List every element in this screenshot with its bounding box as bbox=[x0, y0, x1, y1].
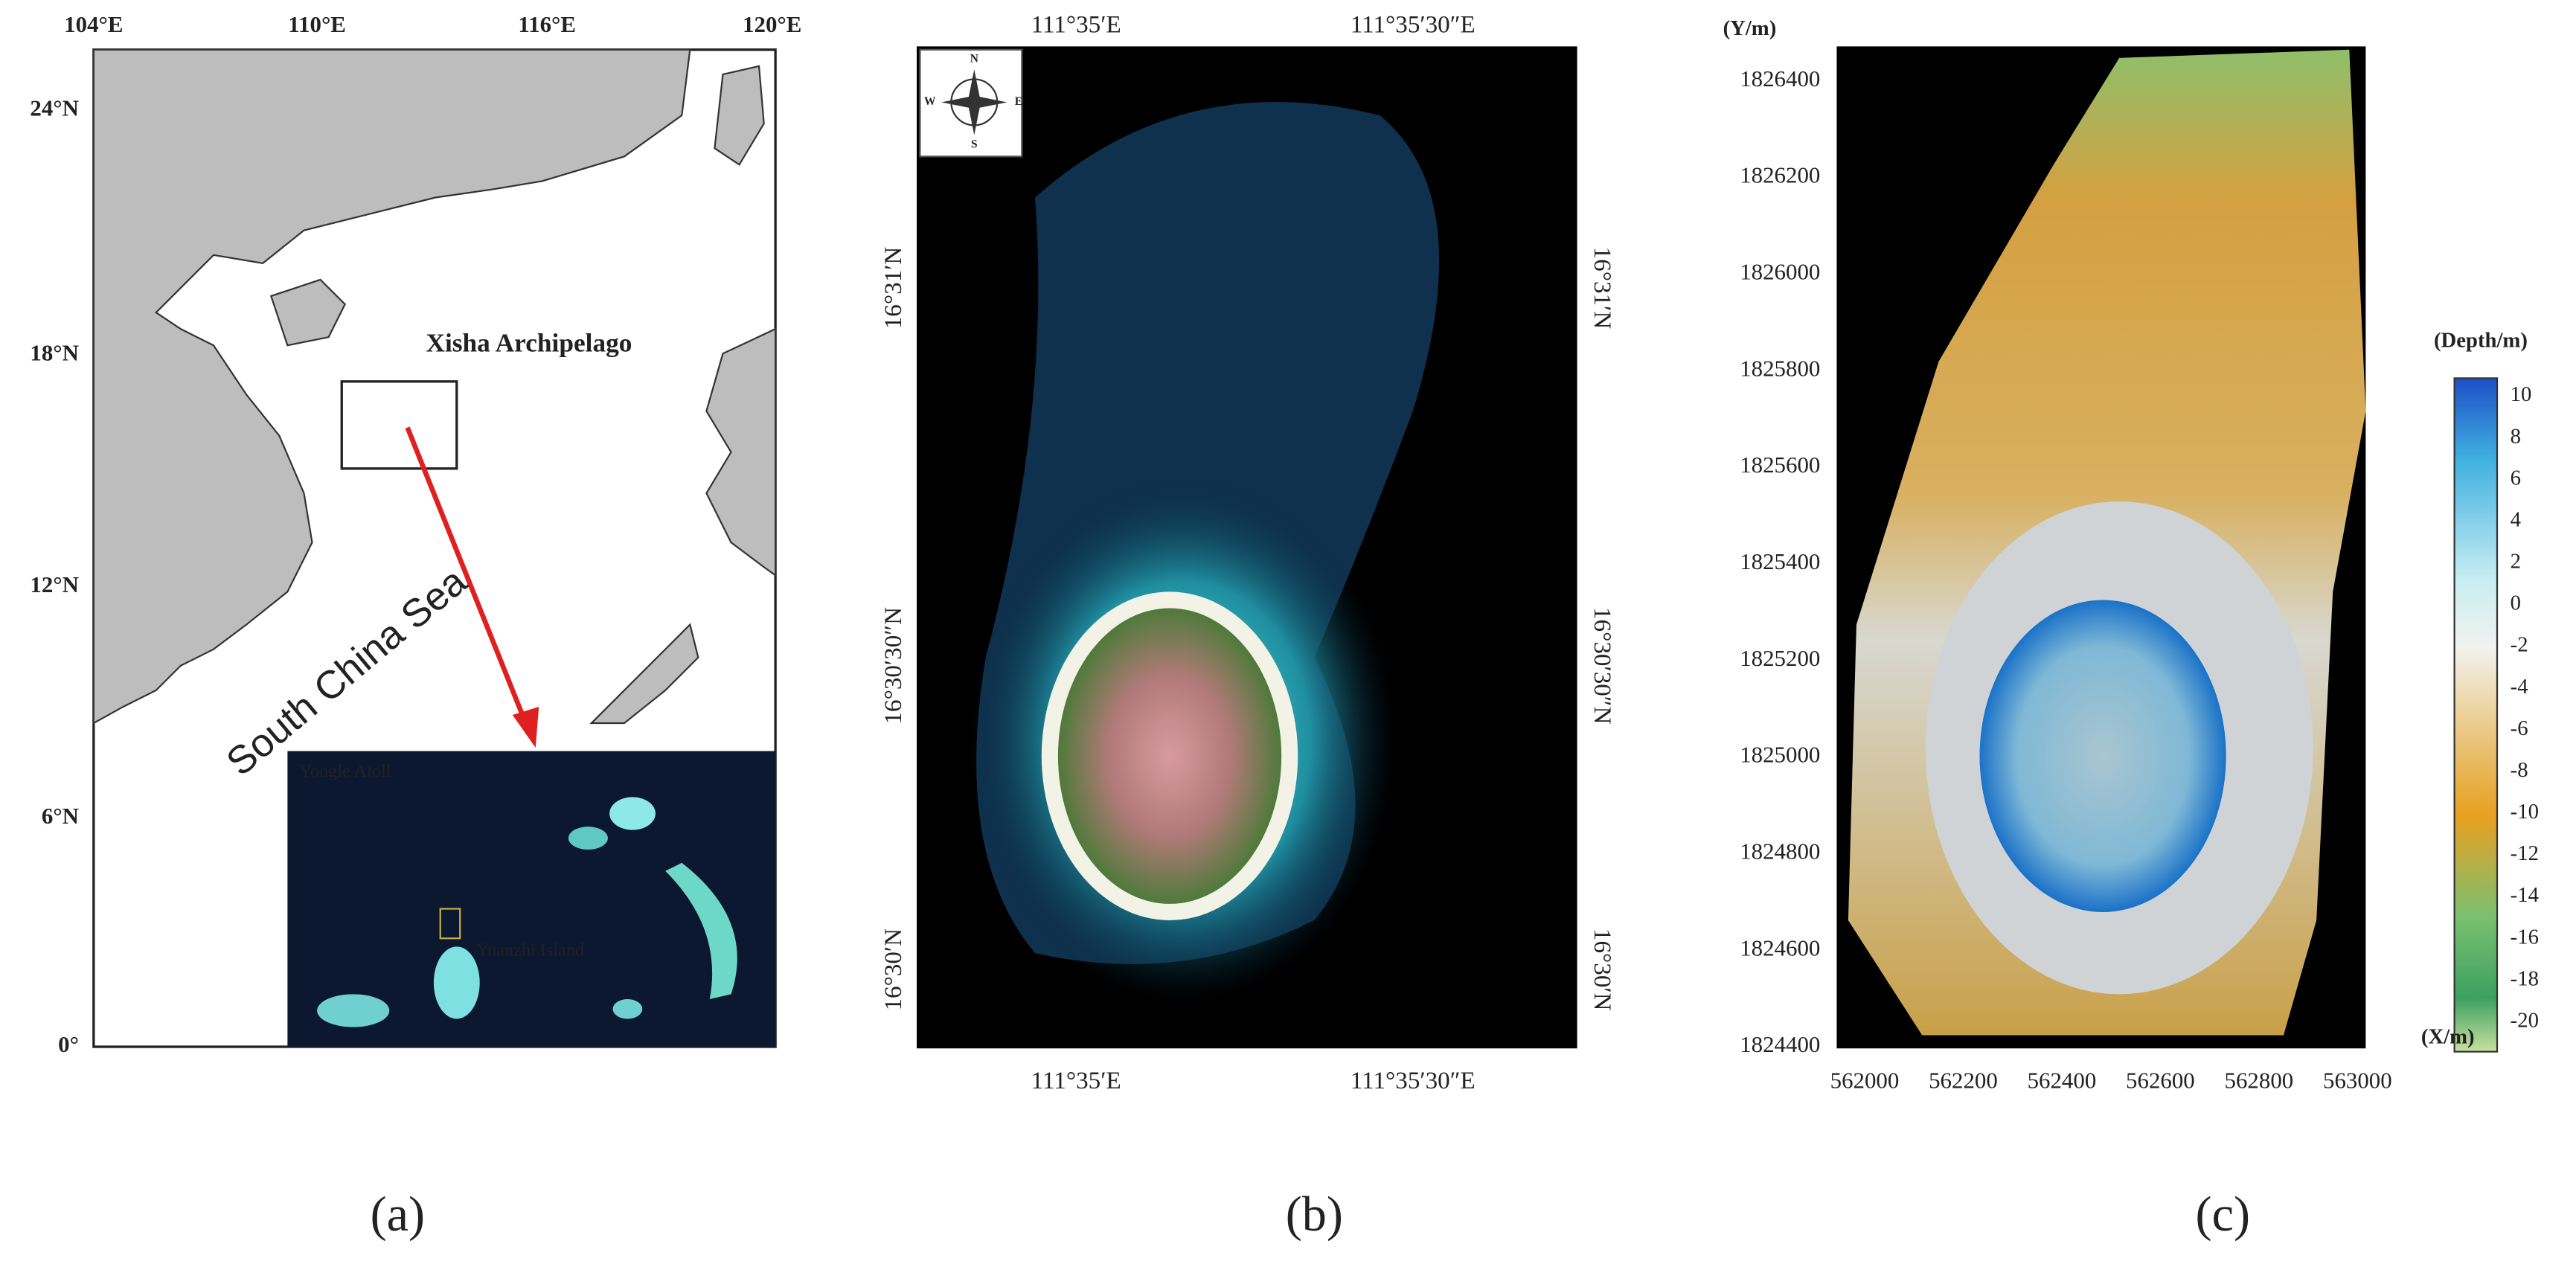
colorbar-tick: -2 bbox=[2511, 633, 2528, 657]
compass-label: S bbox=[971, 138, 978, 150]
panel-label: (a) bbox=[371, 1187, 426, 1242]
x-tick-label: 562400 bbox=[2028, 1068, 2097, 1094]
colorbar-title: (Depth/m) bbox=[2434, 328, 2528, 352]
lon-tick: 111°35′30″E bbox=[1351, 10, 1476, 38]
x-tick-label: 562800 bbox=[2225, 1068, 2294, 1094]
colorbar-tick: -18 bbox=[2511, 966, 2539, 990]
lat-tick: 18°N bbox=[30, 340, 79, 366]
place-label: Xisha Archipelago bbox=[426, 328, 632, 357]
x-tick-label: 562600 bbox=[2126, 1068, 2195, 1094]
y-tick-label: 1824400 bbox=[1740, 1031, 1820, 1057]
colorbar-tick: 0 bbox=[2511, 591, 2521, 615]
inset-label: Yuanzhi Island bbox=[476, 940, 584, 960]
lat-tick: 12°N bbox=[30, 571, 79, 597]
x-tick-label: 562000 bbox=[1830, 1068, 1900, 1094]
y-tick-label: 1825800 bbox=[1740, 355, 1820, 381]
colorbar-tick: -20 bbox=[2511, 1008, 2539, 1032]
compass-label: W bbox=[924, 95, 936, 108]
lon-tick: 111°35′E bbox=[1031, 10, 1121, 38]
lat-tick: 16°30′N bbox=[880, 928, 907, 1011]
lon-tick: 116°E bbox=[518, 11, 576, 37]
colorbar-tick: -4 bbox=[2511, 675, 2528, 699]
panel-label: (c) bbox=[2196, 1187, 2251, 1242]
compass-label: N bbox=[970, 53, 978, 65]
lat-tick: 16°31′N bbox=[880, 247, 907, 330]
lat-tick: 0° bbox=[58, 1031, 79, 1057]
colorbar-tick: 2 bbox=[2511, 550, 2521, 574]
colorbar-tick: 6 bbox=[2511, 466, 2521, 490]
colorbar-tick: 10 bbox=[2511, 382, 2532, 406]
colorbar-tick: 4 bbox=[2511, 508, 2521, 532]
x-tick-label: 562200 bbox=[1929, 1068, 1998, 1094]
lon-tick: 111°35′30″E bbox=[1351, 1067, 1476, 1094]
colorbar-tick: -6 bbox=[2511, 716, 2528, 740]
axis-label: (X/m) bbox=[2421, 1025, 2475, 1049]
lat-tick: 16°30′30″N bbox=[880, 607, 907, 725]
lon-tick: 120°E bbox=[743, 11, 801, 37]
y-tick-label: 1825400 bbox=[1740, 548, 1820, 574]
lat-tick: 16°30′N bbox=[1589, 928, 1616, 1011]
y-tick-label: 1826200 bbox=[1740, 162, 1820, 188]
lon-tick: 110°E bbox=[288, 11, 346, 37]
colorbar-tick: 8 bbox=[2511, 424, 2521, 448]
panel-b-satellite bbox=[917, 46, 1577, 1049]
y-tick-label: 1824800 bbox=[1740, 838, 1820, 864]
colorbar-tick: -14 bbox=[2511, 883, 2539, 907]
y-tick-label: 1826400 bbox=[1740, 65, 1820, 92]
lat-tick: 16°30′30″N bbox=[1589, 607, 1616, 725]
colorbar-tick: -8 bbox=[2511, 758, 2528, 782]
compass-label: E bbox=[1015, 95, 1022, 108]
colorbar-tick: -10 bbox=[2511, 800, 2539, 824]
y-tick-label: 1825600 bbox=[1740, 452, 1820, 478]
lat-tick: 24°N bbox=[30, 95, 79, 121]
panel-label: (b) bbox=[1286, 1187, 1343, 1242]
y-tick-label: 1825200 bbox=[1740, 645, 1820, 671]
panel-a-map bbox=[92, 48, 777, 1048]
y-tick-label: 1826000 bbox=[1740, 258, 1820, 284]
lat-tick: 16°31′N bbox=[1589, 247, 1616, 330]
lon-tick: 111°35′E bbox=[1031, 1067, 1121, 1094]
lat-tick: 6°N bbox=[42, 803, 79, 829]
colorbar-tick: -16 bbox=[2511, 925, 2539, 949]
y-tick-label: 1825000 bbox=[1740, 742, 1820, 768]
lon-tick: 104°E bbox=[64, 11, 123, 37]
panel-c-bathymetry bbox=[1836, 46, 2499, 1053]
inset-label: Yongle Atoll bbox=[299, 761, 391, 781]
y-tick-label: 1824600 bbox=[1740, 934, 1820, 960]
colorbar-tick: -12 bbox=[2511, 841, 2539, 865]
axis-label: (Y/m) bbox=[1723, 16, 1777, 40]
x-tick-label: 563000 bbox=[2323, 1068, 2392, 1094]
